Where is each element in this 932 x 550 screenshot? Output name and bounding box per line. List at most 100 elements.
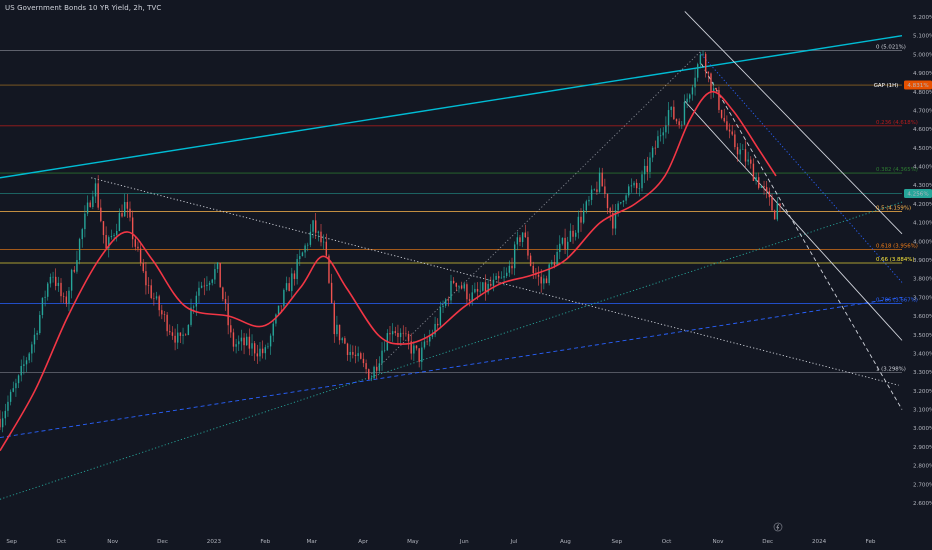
- fib-level-label: 0.382 (4.365%): [876, 167, 918, 173]
- candle-body: [325, 241, 328, 256]
- candle-body: [580, 216, 582, 223]
- candle-body: [155, 296, 158, 299]
- candle-body: [182, 334, 184, 336]
- fib-level-label: 0.66 (3.884%): [876, 257, 914, 263]
- candle-body: [333, 302, 335, 335]
- candle-body: [699, 54, 702, 65]
- candle-body: [81, 229, 83, 240]
- candle-body: [630, 185, 633, 187]
- candle-body: [376, 366, 378, 371]
- candle-body: [12, 388, 14, 392]
- candle-body: [643, 165, 646, 175]
- candle-body: [482, 282, 484, 291]
- candle-body: [264, 347, 266, 354]
- candle-body: [431, 334, 434, 337]
- candle-body: [206, 284, 208, 287]
- candle-body: [94, 183, 97, 197]
- candle-body: [1, 418, 4, 428]
- y-tick-label: 4.800%: [913, 90, 932, 96]
- candle-body: [606, 193, 609, 209]
- candle-body: [195, 295, 198, 307]
- candle-body: [203, 285, 205, 287]
- fib-level-label: 0.5 (4.159%): [876, 206, 911, 212]
- candle-body: [307, 244, 309, 246]
- candle-body: [747, 159, 749, 162]
- candle-body: [251, 343, 253, 349]
- candle-body: [179, 332, 182, 336]
- candle-body: [219, 262, 221, 288]
- candle-body: [389, 333, 391, 335]
- x-tick-label: Sep: [612, 539, 623, 545]
- candle-body: [139, 248, 142, 263]
- candle-body: [506, 272, 508, 277]
- fib-level-label: 0.618 (3.956%): [876, 244, 918, 250]
- candle-body: [418, 348, 420, 362]
- candle-body: [466, 284, 468, 300]
- candle-body: [113, 234, 115, 236]
- candle-body: [235, 344, 237, 347]
- candle-body: [200, 285, 203, 288]
- candle-body: [588, 199, 590, 202]
- candle-body: [731, 131, 733, 135]
- candle-body: [89, 202, 91, 208]
- candle-body: [246, 336, 248, 346]
- candle-body: [739, 149, 741, 155]
- x-tick-label: Sep: [6, 539, 17, 545]
- candle-body: [131, 217, 134, 240]
- candle-body: [283, 289, 285, 307]
- candle-body: [598, 172, 601, 192]
- fib-level-label: 0 (5.021%): [876, 44, 906, 50]
- candle-body: [484, 282, 487, 293]
- y-tick-label: 4.100%: [913, 221, 932, 227]
- x-tick-label: Jun: [459, 539, 469, 545]
- candle-body: [153, 298, 155, 299]
- fib-level-label: 0.786 (3.667%): [876, 298, 918, 304]
- candle-body: [354, 354, 357, 357]
- candle-body: [336, 324, 338, 335]
- trendline-projection: [700, 63, 903, 410]
- candle-body: [368, 369, 370, 380]
- candle-body: [299, 256, 301, 260]
- trendline-channel-top: [0, 35, 903, 179]
- lightning-icon: [776, 524, 779, 530]
- trendline-support-ray: [0, 296, 903, 439]
- candle-body: [490, 283, 492, 286]
- candle-body: [697, 64, 699, 78]
- candle-body: [192, 306, 195, 308]
- candle-body: [662, 132, 664, 136]
- candle-body: [142, 262, 144, 272]
- candle-body: [23, 364, 25, 366]
- candle-body: [383, 350, 386, 352]
- chart-title: US Government Bonds 10 YR Yield, 2h, TVC: [5, 4, 162, 12]
- candle-body: [378, 363, 381, 371]
- candle-body: [41, 297, 44, 315]
- candle-body: [413, 345, 415, 354]
- event-icon[interactable]: [773, 522, 783, 532]
- candle-body: [177, 332, 179, 343]
- candle-body: [455, 282, 458, 287]
- candle-body: [750, 159, 752, 164]
- candle-body: [171, 332, 174, 336]
- candle-body: [444, 299, 447, 306]
- candle-body: [423, 341, 426, 348]
- candle-body: [291, 273, 293, 292]
- candle-body: [723, 117, 725, 122]
- candle-body: [20, 365, 22, 376]
- candle-body: [612, 212, 614, 229]
- candle-body: [365, 363, 367, 370]
- trendline-downtrend: [91, 177, 899, 386]
- candle-body: [68, 290, 70, 304]
- candle-body: [715, 88, 717, 90]
- candle-body: [187, 324, 190, 336]
- candle-body: [707, 71, 710, 74]
- y-tick-label: 3.600%: [913, 314, 932, 320]
- candle-body: [269, 335, 272, 347]
- x-tick-label: Oct: [57, 539, 67, 545]
- candle-body: [447, 299, 450, 301]
- candle-body: [222, 287, 224, 300]
- candle-body: [277, 305, 280, 315]
- y-tick-label: 4.700%: [913, 108, 932, 114]
- y-tick-label: 3.400%: [913, 351, 932, 357]
